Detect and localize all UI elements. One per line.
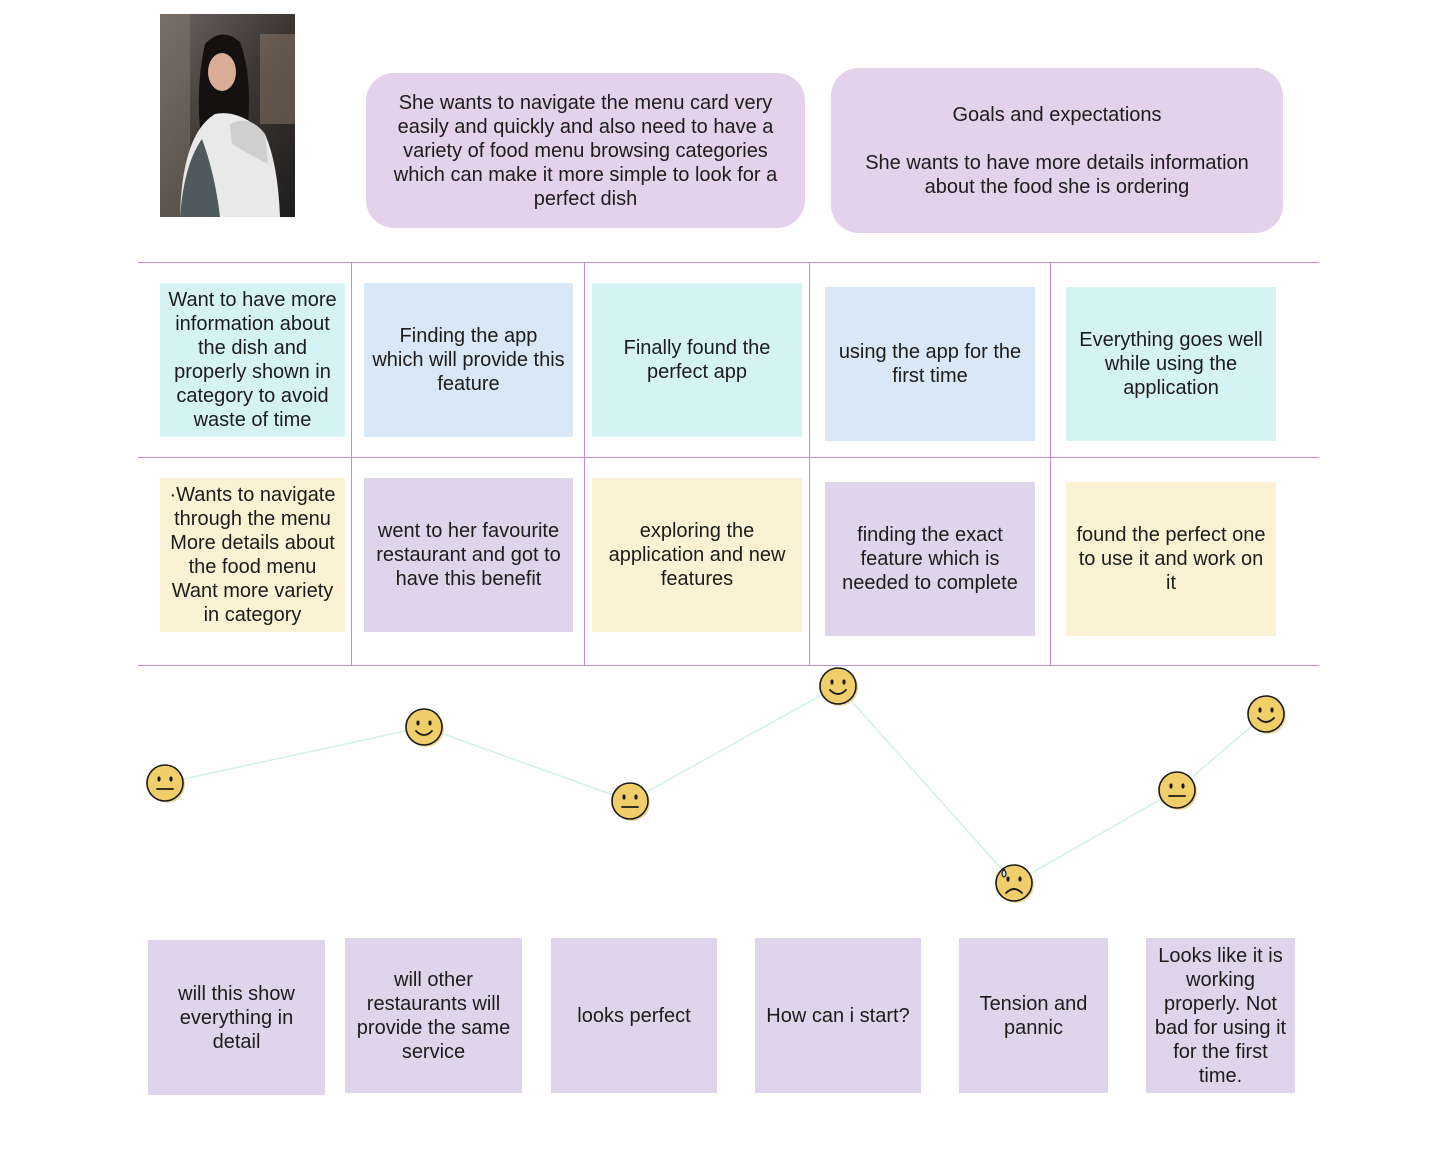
touchpoint-note: ·Wants to navigate through the menu More… xyxy=(160,478,345,632)
action-text: Want to have more information about the … xyxy=(168,289,337,431)
sad-face-icon xyxy=(995,864,1034,903)
thought-note: Looks like it is working properly. Not b… xyxy=(1146,938,1295,1093)
grid-line-bottom xyxy=(138,665,1319,666)
grid-divider-2 xyxy=(584,262,585,666)
need-bubble: She wants to navigate the menu card very… xyxy=(366,73,805,228)
neutral-face-icon xyxy=(1158,771,1197,810)
thought-text: will other restaurants will provide the … xyxy=(356,968,511,1063)
grid-divider-1 xyxy=(351,262,352,666)
thought-text: will this show everything in detail xyxy=(178,982,295,1053)
thought-note: will this show everything in detail xyxy=(148,940,325,1095)
happy-face-icon xyxy=(819,667,858,706)
thought-text: Tension and pannic xyxy=(979,992,1088,1039)
happy-face-icon xyxy=(1247,695,1286,734)
emotion-line xyxy=(164,685,1267,884)
action-note: Finding the app which will provide this … xyxy=(364,283,573,437)
thought-text: How can i start? xyxy=(766,1004,910,1027)
touchpoint-text: ·Wants to navigate through the menu More… xyxy=(169,484,336,626)
thought-text: Looks like it is working properly. Not b… xyxy=(1154,944,1287,1087)
action-note: Want to have more information about the … xyxy=(160,283,345,437)
happy-face-icon xyxy=(405,708,444,747)
touchpoint-text: found the perfect one to use it and work… xyxy=(1076,524,1266,594)
action-text: Finding the app which will provide this … xyxy=(372,325,565,395)
thought-note: looks perfect xyxy=(551,938,717,1093)
goals-title: Goals and expectations xyxy=(952,103,1162,126)
grid-divider-3 xyxy=(809,262,810,666)
action-note: Finally found the perfect app xyxy=(592,283,802,437)
touchpoint-text: exploring the application and new featur… xyxy=(608,520,786,590)
action-note: using the app for the first time xyxy=(825,287,1035,441)
persona-photo xyxy=(160,14,295,217)
goals-text: She wants to have more details informati… xyxy=(865,151,1249,198)
neutral-face-icon xyxy=(611,782,650,821)
thought-note: How can i start? xyxy=(755,938,921,1093)
action-text: Everything goes well while using the app… xyxy=(1079,329,1263,399)
action-note: Everything goes well while using the app… xyxy=(1066,287,1276,441)
action-text: using the app for the first time xyxy=(838,341,1022,387)
grid-line-middle xyxy=(138,457,1319,458)
touchpoint-note: went to her favourite restaurant and got… xyxy=(364,478,573,632)
action-text: Finally found the perfect app xyxy=(623,337,771,383)
grid-line-top xyxy=(138,262,1319,263)
touchpoint-note: finding the exact feature which is neede… xyxy=(825,482,1035,636)
touchpoint-note: exploring the application and new featur… xyxy=(592,478,802,632)
goals-bubble: Goals and expectations She wants to have… xyxy=(831,68,1283,233)
grid-divider-4 xyxy=(1050,262,1051,666)
touchpoint-note: found the perfect one to use it and work… xyxy=(1066,482,1276,636)
need-text: She wants to navigate the menu card very… xyxy=(393,91,778,210)
touchpoint-text: went to her favourite restaurant and got… xyxy=(376,520,561,590)
thought-note: will other restaurants will provide the … xyxy=(345,938,522,1093)
thought-text: looks perfect xyxy=(577,1004,691,1027)
touchpoint-text: finding the exact feature which is neede… xyxy=(842,524,1018,594)
thought-note: Tension and pannic xyxy=(959,938,1108,1093)
neutral-face-icon xyxy=(146,764,185,803)
